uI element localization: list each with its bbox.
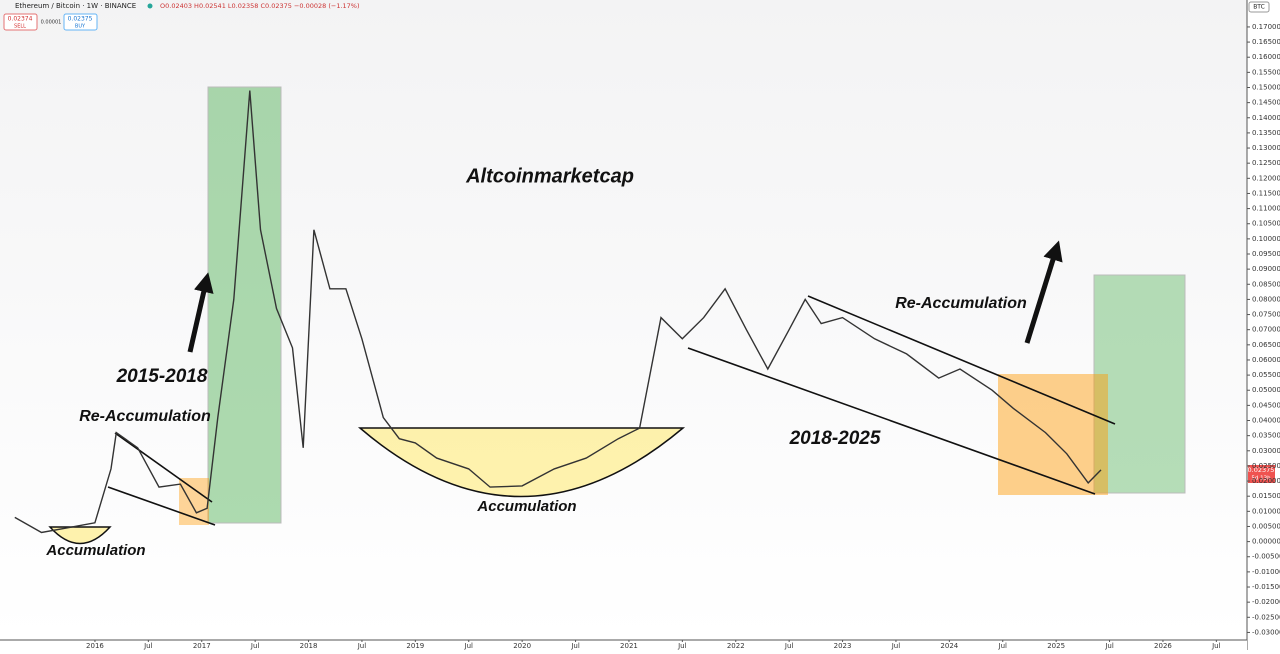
y-tick-label: 0.15000 <box>1252 83 1280 91</box>
x-tick-label: 2021 <box>620 642 638 650</box>
y-tick-label: 0.12000 <box>1252 174 1280 182</box>
buy-button[interactable] <box>63 13 98 31</box>
y-tick-label: 0.08500 <box>1252 280 1280 288</box>
target-box <box>1093 274 1186 494</box>
arrows <box>187 240 1063 353</box>
x-tick-label: Jul <box>784 642 794 650</box>
symbol: Ethereum / Bitcoin · 1W · BINANCE <box>15 2 136 10</box>
buy-price: 0.02375 <box>68 16 93 23</box>
x-tick-label: Jul <box>464 642 474 650</box>
entry-box <box>998 374 1108 495</box>
y-tick-label: 0.03500 <box>1252 432 1280 440</box>
annotation: Accumulation <box>476 498 576 515</box>
x-tick-label: Jul <box>1104 642 1114 650</box>
y-tick-label: 0.13500 <box>1252 129 1280 137</box>
accumulation-bowl <box>357 427 686 498</box>
y-tick-label: 0.00500 <box>1252 522 1280 530</box>
x-tick-label: 2019 <box>406 642 424 650</box>
y-tick-label: 0.00000 <box>1252 538 1280 546</box>
last-price-box <box>1248 465 1275 483</box>
sell-button[interactable] <box>3 13 38 31</box>
y-tick-label: 0.16500 <box>1252 38 1280 46</box>
currency: BTC <box>1253 4 1265 11</box>
annotation: 2018-2025 <box>789 428 881 449</box>
y-tick-label: 0.02500 <box>1252 462 1280 470</box>
y-tick-label: 0.10500 <box>1252 220 1280 228</box>
x-tick-label: Jul <box>250 642 260 650</box>
y-tick-label: 0.06500 <box>1252 341 1280 349</box>
y-tick-label: 0.13000 <box>1252 144 1280 152</box>
y-tick-label: 0.12500 <box>1252 159 1280 167</box>
y-tick-label: 0.05500 <box>1252 371 1280 379</box>
x-tick-label: 2016 <box>86 642 104 650</box>
sell-price: 0.02374 <box>8 16 33 23</box>
y-tick-label: 0.16000 <box>1252 53 1280 61</box>
x-tick-label: Jul <box>677 642 687 650</box>
spread: 0.00001 <box>41 20 62 26</box>
y-tick-label: 0.08000 <box>1252 295 1280 303</box>
annotation: 2015-2018 <box>116 366 208 387</box>
y-tick-label: 0.09000 <box>1252 265 1280 273</box>
x-tick-label: Jul <box>357 642 367 650</box>
x-tick-label: 2022 <box>727 642 745 650</box>
y-tick-label: -0.00500 <box>1252 553 1280 561</box>
last-price: 0.02375 <box>1248 466 1275 474</box>
trend-lines <box>107 295 1116 526</box>
y-tick-label: 0.04000 <box>1252 417 1280 425</box>
y-tick-label: 0.05000 <box>1252 386 1280 394</box>
buy-label: BUY <box>75 24 86 30</box>
annotation: Accumulation <box>45 542 145 559</box>
price-line <box>14 90 1102 534</box>
y-tick-label: 0.09500 <box>1252 250 1280 258</box>
y-tick-label: 0.04500 <box>1252 401 1280 409</box>
y-tick-label: 0.14000 <box>1252 114 1280 122</box>
annotation: Altcoinmarketcap <box>465 165 634 187</box>
x-tick-label: Jul <box>143 642 153 650</box>
y-tick-label: 0.11000 <box>1252 205 1280 213</box>
currency-button[interactable] <box>1248 1 1270 13</box>
accumulation-bowl <box>48 526 112 545</box>
x-tick-label: Jul <box>1211 642 1221 650</box>
time-axis <box>0 640 1247 650</box>
y-tick-label: 0.11500 <box>1252 189 1280 197</box>
y-tick-label: 0.02000 <box>1252 477 1280 485</box>
x-tick-label: Jul <box>891 642 901 650</box>
x-tick-label: Jul <box>570 642 580 650</box>
x-tick-label: Jul <box>998 642 1008 650</box>
x-tick-label: 2024 <box>940 642 958 650</box>
sell-label: SELL <box>14 24 26 30</box>
y-tick-label: 0.15500 <box>1252 68 1280 76</box>
y-tick-label: -0.02000 <box>1252 598 1280 606</box>
y-tick-label: 0.14500 <box>1252 99 1280 107</box>
x-tick-label: 2023 <box>834 642 852 650</box>
y-tick-label: 0.07500 <box>1252 311 1280 319</box>
x-tick-label: 2025 <box>1047 642 1065 650</box>
x-tick-label: 2020 <box>513 642 531 650</box>
status-dot <box>147 3 153 9</box>
y-tick-label: 0.01500 <box>1252 492 1280 500</box>
y-tick-label: 0.01000 <box>1252 507 1280 515</box>
countdown: 5d 13h <box>1251 476 1271 482</box>
annotation: Re-Accumulation <box>79 408 211 425</box>
plot-background <box>0 0 1247 640</box>
y-tick-label: 0.03000 <box>1252 447 1280 455</box>
y-tick-label: -0.01000 <box>1252 568 1280 576</box>
x-tick-label: 2018 <box>300 642 318 650</box>
price-axis <box>1247 0 1280 650</box>
y-tick-label: 0.10000 <box>1252 235 1280 243</box>
y-tick-label: -0.01500 <box>1252 583 1280 591</box>
y-tick-label: 0.17000 <box>1252 23 1280 31</box>
y-tick-label: 0.07000 <box>1252 326 1280 334</box>
y-tick-label: -0.02500 <box>1252 613 1280 621</box>
ohlc: O0.02403 H0.02541 L0.02358 C0.02375 −0.0… <box>160 2 360 10</box>
x-tick-label: 2026 <box>1154 642 1172 650</box>
annotation: Re-Accumulation <box>895 295 1027 312</box>
x-tick-label: 2017 <box>193 642 211 650</box>
y-tick-label: 0.06000 <box>1252 356 1280 364</box>
y-tick-label: -0.03000 <box>1252 628 1280 636</box>
